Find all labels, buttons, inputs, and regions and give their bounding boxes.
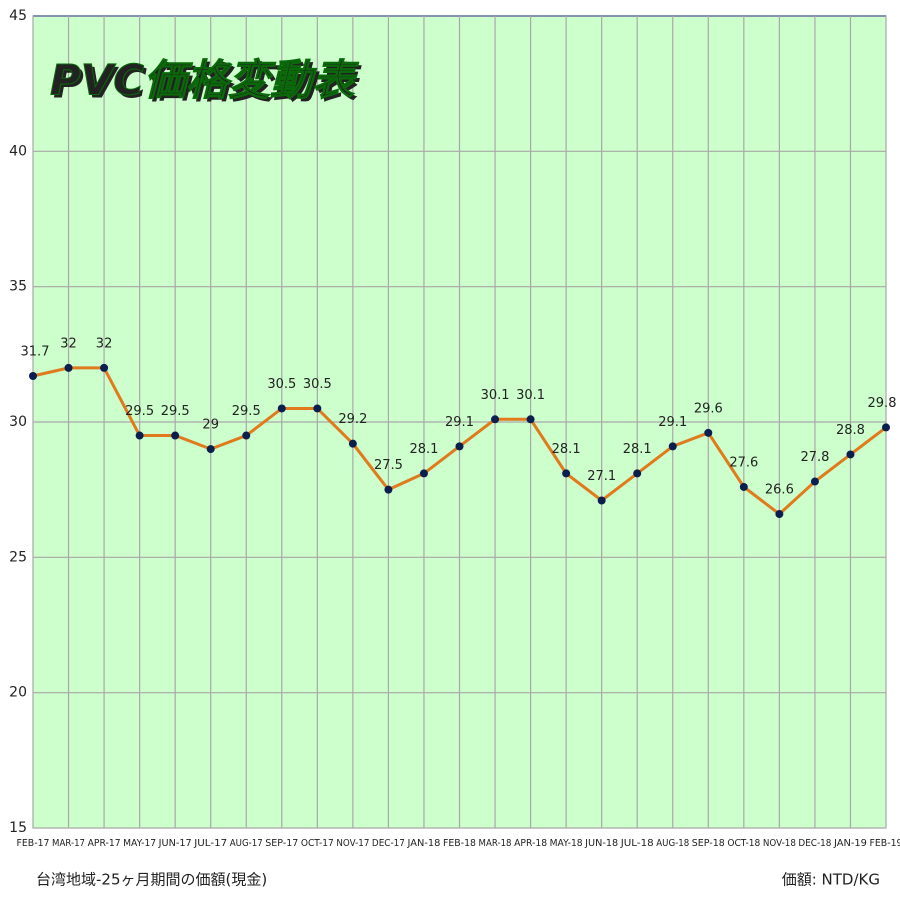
footnote: 台湾地域-25ヶ月期間の価額(現金) (36, 871, 267, 889)
data-point (704, 428, 713, 437)
x-tick-label: NOV-17 (336, 838, 369, 849)
x-tick-label: JAN-19 (833, 838, 867, 849)
data-point (419, 469, 428, 478)
data-label: 27.6 (729, 455, 758, 470)
y-tick-label: 15 (9, 820, 27, 836)
data-point (775, 510, 784, 519)
data-point (668, 442, 677, 451)
x-tick-label: OCT-17 (301, 838, 334, 849)
x-tick-label: FEB-17 (17, 838, 50, 849)
data-point (846, 450, 855, 459)
data-point (882, 423, 890, 432)
data-point (171, 431, 180, 440)
x-tick-label: APR-17 (88, 838, 121, 849)
data-label: 30.5 (303, 377, 332, 392)
data-point (135, 431, 144, 440)
data-point (633, 469, 642, 478)
x-tick-label: JAN-18 (406, 838, 440, 849)
y-tick-label: 20 (9, 685, 27, 701)
x-tick-label: JUL-18 (620, 838, 654, 849)
x-tick-label: AUG-17 (230, 838, 263, 849)
unit-note: 価額: NTD/KG (782, 871, 880, 889)
chart-title: PVC価格変動表 (50, 56, 359, 105)
x-tick-label: FEB-19 (870, 838, 900, 849)
data-label: 29.1 (445, 415, 474, 430)
x-tick-label: SEP-17 (265, 838, 298, 849)
data-label: 29.5 (161, 404, 190, 419)
y-tick-label: 25 (9, 549, 27, 565)
data-point (242, 431, 251, 440)
x-tick-label: DEC-17 (372, 838, 405, 849)
x-tick-label: JUL-17 (193, 838, 227, 849)
data-point (562, 469, 571, 478)
x-tick-label: AUG-18 (656, 838, 689, 849)
x-tick-label: JUN-17 (158, 838, 192, 849)
data-label: 30.1 (481, 388, 510, 403)
data-label: 30.1 (516, 388, 545, 403)
grid (32, 15, 887, 829)
x-tick-label: OCT-18 (727, 838, 760, 849)
data-label: 27.1 (587, 469, 616, 484)
data-label: 29 (202, 418, 219, 433)
data-point (100, 363, 109, 372)
data-point (491, 415, 500, 424)
y-tick-label: 30 (9, 414, 27, 430)
data-label: 29.8 (868, 396, 897, 411)
data-label: 27.5 (374, 458, 403, 473)
data-point (64, 363, 73, 372)
x-tick-label: APR-18 (514, 838, 547, 849)
data-label: 31.7 (21, 344, 50, 359)
data-point (526, 415, 535, 424)
y-tick-label: 40 (9, 143, 27, 159)
data-point (29, 371, 37, 380)
title-shadow: PVC価格変動表 (53, 59, 362, 108)
x-tick-label: DEC-18 (798, 838, 831, 849)
data-label: 29.5 (232, 404, 261, 419)
data-point (739, 482, 748, 491)
x-tick-label: MAY-18 (550, 838, 583, 849)
x-tick-label: JUN-18 (584, 838, 618, 849)
data-label: 28.8 (836, 423, 865, 438)
data-label: 30.5 (267, 377, 296, 392)
data-point (597, 496, 606, 505)
y-tick-label: 45 (9, 8, 27, 24)
data-point (455, 442, 464, 451)
data-point (277, 404, 286, 413)
data-label: 27.8 (800, 450, 829, 465)
x-tick-label: MAR-17 (52, 838, 85, 849)
data-point (384, 485, 393, 494)
x-tick-label: SEP-18 (692, 838, 725, 849)
data-label: 29.5 (125, 404, 154, 419)
data-point (313, 404, 322, 413)
y-tick-label: 35 (9, 279, 27, 295)
x-tick-label: NOV-18 (763, 838, 796, 849)
data-label: 29.6 (694, 401, 723, 416)
data-label: 28.1 (552, 442, 581, 457)
data-label: 32 (96, 336, 113, 351)
data-label: 29.2 (338, 412, 367, 427)
data-point (206, 445, 215, 454)
data-label: 28.1 (409, 442, 438, 457)
data-point (810, 477, 819, 486)
data-label: 28.1 (623, 442, 652, 457)
x-tick-label: FEB-18 (443, 838, 476, 849)
data-label: 29.1 (658, 415, 687, 430)
x-tick-label: MAR-18 (479, 838, 512, 849)
data-point (348, 439, 357, 448)
x-tick-label: MAY-17 (123, 838, 156, 849)
data-label: 26.6 (765, 483, 794, 498)
data-label: 32 (60, 336, 77, 351)
